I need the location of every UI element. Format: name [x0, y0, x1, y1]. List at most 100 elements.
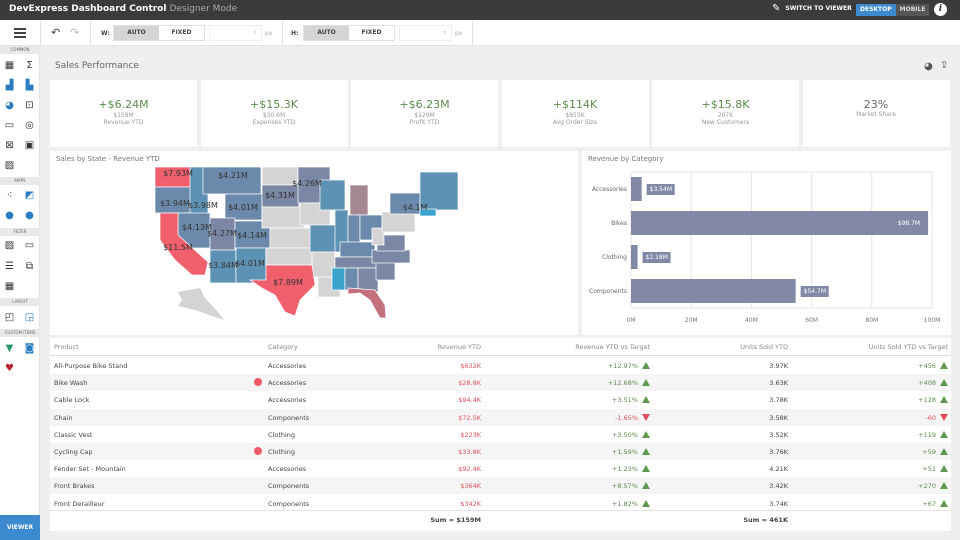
bar-chart-icon[interactable]: ▟: [5, 80, 14, 91]
undo-icon[interactable]: ↶: [51, 26, 61, 39]
state-wi[interactable]: [319, 179, 346, 211]
bar[interactable]: [631, 279, 796, 303]
geo-point-icon[interactable]: ⁖: [6, 190, 13, 201]
map-value-label: $4.31M: [265, 191, 295, 200]
group-icon[interactable]: ◰: [4, 312, 15, 323]
kpi-delta: +$114K: [552, 98, 598, 111]
bar-chart[interactable]: 0M 20M 40M 60M 80M 100M Accessories $3.54M Bikes…: [582, 151, 951, 335]
treemap-icon[interactable]: ▙: [25, 80, 34, 91]
text-box-icon[interactable]: ▨: [4, 160, 15, 171]
state-tx[interactable]: [248, 252, 316, 317]
height-fixed-button[interactable]: FIXED: [361, 29, 382, 36]
sum-icon[interactable]: Σ: [26, 60, 33, 71]
map-value-label: $4.01M: [235, 259, 265, 268]
state-mi[interactable]: [349, 184, 369, 216]
date-filter-icon[interactable]: ▦: [4, 281, 15, 292]
height-input[interactable]: ⇕: [399, 25, 452, 41]
state-nc[interactable]: [371, 249, 411, 264]
tree-view-icon[interactable]: ⧉: [25, 261, 34, 272]
arrow-up-icon: [940, 465, 948, 473]
geo-pin-icon[interactable]: ♥: [5, 363, 14, 374]
state-in[interactable]: [347, 214, 361, 246]
pie-icon[interactable]: ◕: [5, 100, 14, 111]
width-fixed-button[interactable]: FIXED: [171, 29, 192, 36]
palette-icon[interactable]: ◕: [924, 61, 933, 72]
state-ne-states[interactable]: [419, 171, 459, 211]
height-auto-button[interactable]: AUTO: [304, 26, 349, 40]
state-ak[interactable]: [178, 288, 224, 320]
product-cell: Chain: [54, 413, 73, 422]
image-icon[interactable]: ⊠: [5, 140, 14, 151]
arrow-up-icon: [940, 482, 948, 490]
tab-container-icon[interactable]: ◲: [24, 312, 35, 323]
table-row[interactable]: Chain Components $72.5K -1.65% 3.58K -60: [50, 408, 951, 426]
state-pa[interactable]: [381, 211, 416, 233]
product-cell: Classic Vest: [54, 430, 93, 439]
header-category[interactable]: Category: [268, 343, 298, 351]
table-row[interactable]: Cable Lock Accessories $94.4K +3.51% 3.78K +1…: [50, 391, 951, 408]
combo-box-icon[interactable]: ▭: [24, 240, 35, 251]
scatter-icon[interactable]: ⊡: [25, 100, 34, 111]
list-box-icon[interactable]: ☰: [5, 261, 14, 272]
state-mo[interactable]: [309, 224, 338, 253]
width-input[interactable]: ⇕: [209, 25, 262, 41]
table-row[interactable]: Fender Set - Mountain Accessories $92.4K +1…: [50, 460, 951, 477]
export-icon[interactable]: ⇪: [940, 60, 949, 71]
table-row[interactable]: Cycling Cap Clothing $33.8K +1.59% 3.76K +59: [50, 443, 951, 460]
state-ca[interactable]: [159, 212, 209, 276]
card-icon[interactable]: ▭: [4, 120, 15, 131]
table-row[interactable]: Front Brakes Components $364K +8.57% 3.42K +2…: [50, 477, 951, 495]
gauge-icon[interactable]: ◎: [25, 120, 34, 131]
table-row[interactable]: Classic Vest Clothing $223K +3.50% 3.52K +119: [50, 426, 951, 443]
state-fl[interactable]: [347, 287, 387, 319]
state-wy[interactable]: [224, 193, 263, 221]
table-row[interactable]: Bike Wash Accessories $28.8K +12.68% 3.63K +4…: [50, 374, 951, 392]
bubble-map-icon[interactable]: ●: [5, 210, 14, 221]
grid-icon[interactable]: ▦: [4, 60, 15, 71]
arrow-up-icon: [642, 430, 650, 438]
header-revenue-vs-target[interactable]: Revenue YTD vs Target: [575, 343, 650, 351]
section-custom-items: CUSTOM ITEMS: [0, 329, 40, 337]
range-filter-icon[interactable]: ▨: [4, 240, 15, 251]
web-page-icon[interactable]: ◙: [24, 343, 35, 354]
state-sc[interactable]: [375, 261, 396, 281]
state-ms[interactable]: [331, 267, 346, 291]
state-ks[interactable]: [269, 227, 313, 249]
state-wv[interactable]: [371, 227, 385, 246]
height-label: H:: [291, 30, 299, 37]
bar[interactable]: [631, 211, 929, 235]
choropleth-map[interactable]: $7.93M $4.21M $4.26M $3.94M$3.98M $4.01M $4.3…: [50, 151, 578, 335]
funnel-icon[interactable]: ▼: [5, 343, 14, 354]
table-row[interactable]: Front Derailleur Components $342K +1.82% 3.7…: [50, 495, 951, 512]
toolbox-sidebar: [0, 46, 40, 540]
state-ma[interactable]: [419, 208, 437, 217]
choropleth-icon[interactable]: ◩: [24, 190, 35, 201]
header-units[interactable]: Units Sold YTD: [740, 343, 788, 351]
bar[interactable]: [631, 245, 638, 269]
header-product[interactable]: Product: [54, 343, 79, 351]
product-cell: Front Derailleur: [54, 499, 105, 508]
state-ga[interactable]: [357, 267, 379, 293]
desktop-button[interactable]: DESKTOP: [856, 4, 896, 16]
menu-icon[interactable]: [14, 28, 26, 38]
width-auto-button[interactable]: AUTO: [114, 26, 159, 40]
state-nm[interactable]: [235, 247, 267, 284]
x-tick-label: 0M: [627, 317, 636, 324]
info-icon[interactable]: i: [934, 3, 947, 16]
pie-map-icon[interactable]: ●: [25, 210, 34, 221]
bar[interactable]: [631, 177, 642, 201]
header-revenue[interactable]: Revenue YTD: [437, 343, 481, 351]
switch-to-viewer-button[interactable]: ✎ SWITCH TO VIEWER: [772, 3, 852, 14]
state-az[interactable]: [209, 249, 237, 284]
table-row[interactable]: All-Purpose Bike Stand Accessories $632K +1…: [50, 357, 951, 374]
state-ok[interactable]: [265, 247, 313, 266]
state-ne[interactable]: [261, 206, 305, 229]
bound-image-icon[interactable]: ▣: [24, 140, 35, 151]
redo-icon[interactable]: ↷: [70, 26, 80, 39]
viewer-button[interactable]: VIEWER: [0, 515, 40, 540]
state-al[interactable]: [344, 267, 359, 291]
mobile-button[interactable]: MOBILE: [895, 4, 930, 16]
state-ky[interactable]: [339, 241, 376, 258]
header-units-vs-target[interactable]: Units Sold YTD vs Target: [868, 343, 948, 351]
state-ar[interactable]: [311, 251, 336, 278]
